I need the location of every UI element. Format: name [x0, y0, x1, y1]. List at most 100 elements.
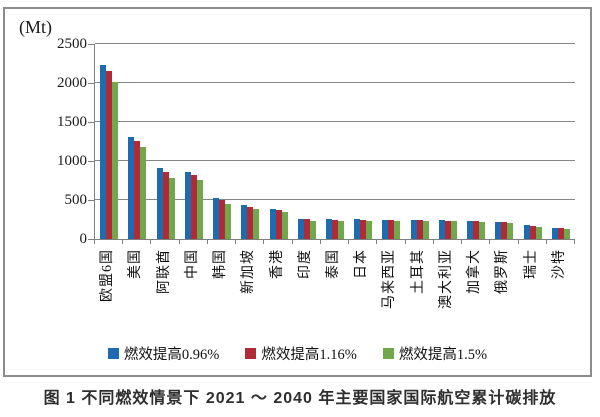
gridline: [95, 160, 575, 161]
x-tick: [432, 239, 434, 244]
bar: [303, 219, 310, 239]
bar: [106, 71, 113, 239]
bar: [354, 219, 361, 239]
bar: [507, 223, 514, 239]
bar: [162, 172, 169, 239]
x-tick-label: 韩国: [213, 249, 229, 279]
bar: [156, 168, 163, 239]
legend: 燃效提高0.96% 燃效提高1.16% 燃效提高1.5%: [5, 343, 590, 363]
bar: [331, 220, 338, 239]
bar: [128, 137, 135, 239]
bar: [410, 220, 417, 239]
gridline: [95, 121, 575, 122]
bar-group: [208, 44, 236, 239]
bar: [196, 180, 203, 239]
bar: [388, 220, 395, 239]
bar: [551, 228, 558, 239]
bar: [281, 212, 288, 239]
x-tick-label: 日本: [354, 249, 370, 279]
y-tick-label: 2000: [57, 75, 87, 91]
bar: [325, 219, 332, 239]
y-tick-label: 500: [64, 192, 88, 208]
bar: [523, 225, 530, 239]
bar-group: [462, 44, 490, 239]
legend-label: 燃效提高0.96%: [123, 346, 220, 363]
bar: [495, 222, 502, 239]
y-tick-label: 1500: [57, 114, 87, 130]
bar: [219, 200, 226, 239]
y-tick-label: 0: [79, 231, 88, 247]
x-tick-label: 新加坡: [241, 249, 257, 294]
x-tick: [517, 239, 519, 244]
x-tick: [348, 239, 350, 244]
x-tick: [178, 239, 180, 244]
bar-group: [519, 44, 547, 239]
legend-swatch-icon: [245, 347, 257, 359]
y-tick-label: 2500: [57, 36, 87, 52]
gridline: [95, 199, 575, 200]
x-tick-label: 沙特: [551, 249, 567, 279]
x-tick: [461, 239, 463, 244]
bar-group: [180, 44, 208, 239]
bar-group: [434, 44, 462, 239]
bar: [134, 141, 141, 239]
bar: [529, 226, 536, 239]
y-tick: [88, 239, 94, 240]
chart-frame: (Mt) 0 500 1000 1500 2000 2500 欧盟6国 美国 阿联酋 中国 韩国新…: [3, 7, 592, 377]
x-tick: [122, 239, 124, 244]
bar: [416, 220, 423, 239]
x-tick-label: 澳大利亚: [438, 249, 454, 309]
bar: [382, 220, 389, 239]
bar: [168, 178, 175, 239]
y-tick: [88, 200, 94, 201]
bar: [269, 209, 276, 239]
legend-label: 燃效提高1.5%: [398, 346, 488, 363]
bar-group: [95, 44, 123, 239]
bar: [184, 172, 191, 239]
bar: [337, 221, 344, 239]
x-tick: [206, 239, 208, 244]
bar-group: [547, 44, 575, 239]
y-axis-unit-label: (Mt): [19, 17, 52, 37]
bar-group: [236, 44, 264, 239]
x-tick: [376, 239, 378, 244]
legend-item: 燃效提高1.16%: [245, 343, 357, 364]
x-tick-label: 泰国: [326, 249, 341, 279]
x-tick-label: 马来西亚: [382, 249, 398, 309]
x-tick: [404, 239, 406, 244]
bar: [360, 220, 367, 239]
legend-item: 燃效提高1.5%: [382, 343, 488, 364]
bar-group: [264, 44, 292, 239]
bar: [247, 207, 254, 239]
bar-group: [377, 44, 405, 239]
legend-swatch-icon: [107, 347, 119, 359]
y-tick: [88, 161, 94, 162]
bar: [253, 209, 260, 239]
x-tick-label: 印度: [297, 249, 313, 279]
x-tick-label: 中国: [184, 249, 200, 279]
bar: [394, 221, 401, 239]
bar: [422, 221, 429, 239]
bar: [557, 228, 564, 239]
bar-group: [349, 44, 377, 239]
bar: [366, 221, 373, 239]
x-tick: [150, 239, 152, 244]
bar: [190, 175, 197, 239]
x-tick: [574, 239, 575, 244]
bar: [100, 65, 107, 239]
bar-group: [406, 44, 434, 239]
x-tick: [263, 239, 265, 244]
x-tick: [94, 239, 95, 244]
bar-group: [123, 44, 151, 239]
legend-item: 燃效提高0.96%: [107, 343, 220, 364]
y-tick: [88, 44, 94, 45]
x-tick-label: 美国: [128, 249, 144, 279]
legend-label: 燃效提高1.16%: [261, 346, 357, 363]
gridline: [95, 82, 575, 83]
x-tick-label: 瑞士: [523, 249, 539, 279]
figure-caption: 图 1 不同燃效情景下 2021 ～ 2040 年主要国家国际航空累计碳排放: [43, 390, 557, 407]
x-tick: [291, 239, 293, 244]
bar: [309, 221, 316, 239]
x-tick-label: 阿联酋: [156, 249, 172, 294]
gridline: [95, 43, 575, 44]
